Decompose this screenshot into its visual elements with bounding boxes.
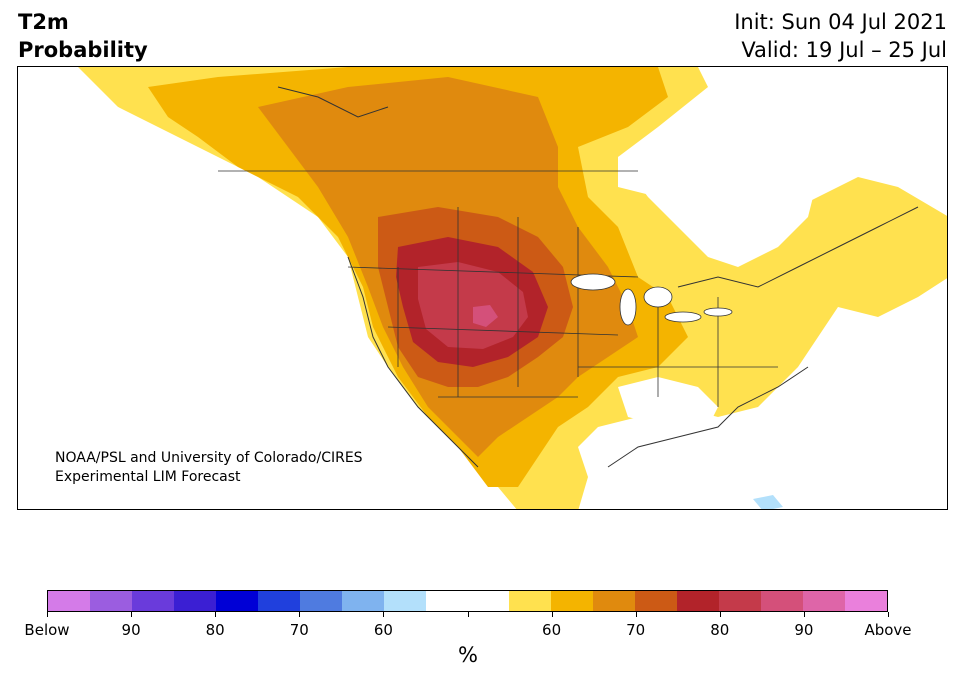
colorbar-cell (845, 591, 888, 611)
colorbar-tickmark (383, 612, 385, 617)
colorbar-tickmark (803, 612, 805, 617)
great-lakes (570, 273, 733, 326)
prob-region-below-60 (753, 495, 783, 509)
colorbar-tickmark (215, 612, 217, 617)
colorbar (47, 590, 888, 612)
colorbar-tick-label: 80 (205, 621, 225, 639)
colorbar-cell (131, 591, 174, 611)
colorbar-tick-label: 70 (289, 621, 309, 639)
forecast-map (17, 66, 948, 510)
colorbar-tick-label: 70 (626, 621, 646, 639)
colorbar-cell (593, 591, 636, 611)
colorbar-cell (299, 591, 342, 611)
title-metric: Probability (18, 38, 148, 62)
colorbar-cell (677, 591, 720, 611)
colorbar-cell (509, 591, 552, 611)
colorbar-tick-label: 60 (373, 621, 393, 639)
colorbar-tickmark (131, 612, 133, 617)
colorbar-cell (48, 591, 90, 611)
colorbar-cell (173, 591, 216, 611)
neutral-region-northwest (18, 67, 348, 267)
map-title: T2m Probability (18, 8, 148, 64)
colorbar-tick-label: 60 (542, 621, 562, 639)
colorbar-cell (257, 591, 300, 611)
init-date: Init: Sun 04 Jul 2021 (734, 10, 947, 34)
colorbar-cell (803, 591, 846, 611)
colorbar-tick-label: 90 (794, 621, 814, 639)
colorbar-cell (551, 591, 594, 611)
prob-region-85 (473, 305, 498, 327)
neutral-region-southeast (618, 377, 718, 427)
colorbar-tickmark (467, 612, 469, 617)
colorbar-tickmark (635, 612, 637, 617)
credit-line-2: Experimental LIM Forecast (55, 469, 241, 485)
colorbar-tick-label: Above (864, 621, 912, 639)
colorbar-cell (425, 591, 468, 611)
colorbar-tick-label: Below (24, 621, 70, 639)
colorbar-cell (719, 591, 762, 611)
colorbar-tickmark (299, 612, 301, 617)
prob-region-80 (418, 262, 528, 349)
colorbar-cell (341, 591, 384, 611)
credit-line-1: NOAA/PSL and University of Colorado/CIRE… (55, 450, 363, 466)
colorbar-units: % (458, 643, 478, 667)
neutral-region-northeast (618, 137, 818, 267)
colorbar-cell (467, 591, 510, 611)
forecast-dates: Init: Sun 04 Jul 2021 Valid: 19 Jul – 25… (734, 8, 947, 64)
title-variable: T2m (18, 10, 69, 34)
colorbar-tick-label: 90 (121, 621, 141, 639)
colorbar-tickmark (47, 612, 48, 617)
colorbar-tickmark (888, 612, 889, 617)
colorbar-cell (761, 591, 804, 611)
coastlines (277, 86, 919, 468)
valid-range: Valid: 19 Jul – 25 Jul (741, 38, 947, 62)
colorbar-cell (89, 591, 132, 611)
colorbar-cell (215, 591, 258, 611)
colorbar-cell (383, 591, 426, 611)
colorbar-tickmark (551, 612, 553, 617)
colorbar-tickmark (719, 612, 721, 617)
map-canvas (18, 67, 947, 509)
colorbar-tick-label: 80 (710, 621, 730, 639)
colorbar-cell (635, 591, 678, 611)
credit-text: NOAA/PSL and University of Colorado/CIRE… (55, 449, 363, 487)
